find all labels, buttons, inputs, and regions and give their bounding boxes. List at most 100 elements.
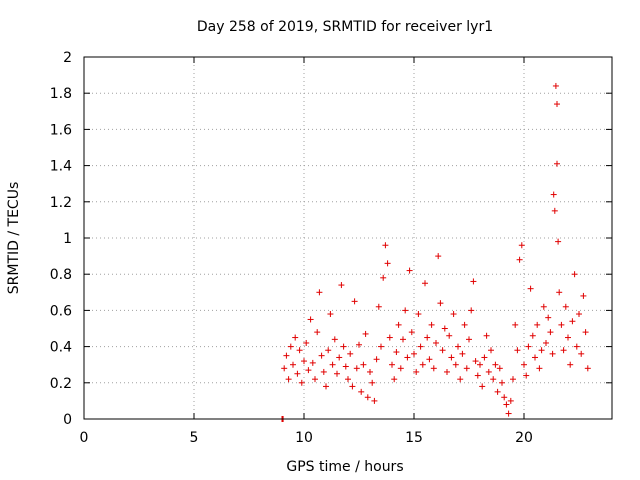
data-point bbox=[573, 343, 580, 350]
y-tick-label: 1.6 bbox=[50, 122, 72, 138]
data-point bbox=[540, 303, 547, 310]
data-point bbox=[351, 298, 358, 305]
data-point bbox=[287, 343, 294, 350]
data-point bbox=[380, 274, 387, 281]
data-point bbox=[400, 336, 406, 343]
data-point bbox=[367, 368, 373, 375]
data-point bbox=[382, 242, 389, 249]
data-point bbox=[536, 365, 543, 372]
data-point bbox=[470, 278, 477, 285]
data-point bbox=[505, 410, 512, 417]
data-point bbox=[547, 329, 554, 336]
data-point bbox=[448, 354, 455, 361]
data-point bbox=[507, 397, 514, 404]
data-point bbox=[516, 256, 523, 263]
data-point bbox=[378, 343, 384, 350]
data-point bbox=[514, 347, 521, 354]
data-point bbox=[424, 334, 431, 341]
x-tick-label: 10 bbox=[295, 430, 313, 446]
data-point bbox=[466, 336, 472, 343]
data-point bbox=[393, 349, 400, 356]
data-point bbox=[402, 307, 409, 314]
data-point bbox=[503, 401, 510, 408]
data-point bbox=[347, 350, 354, 357]
data-point bbox=[441, 325, 448, 332]
data-point bbox=[552, 82, 559, 89]
data-point bbox=[439, 347, 446, 354]
data-point bbox=[336, 354, 343, 361]
data-point bbox=[389, 361, 395, 368]
data-point bbox=[404, 354, 411, 361]
y-tick-label: 1.8 bbox=[50, 86, 72, 102]
data-point bbox=[569, 318, 576, 325]
data-point bbox=[349, 383, 356, 390]
data-point bbox=[281, 365, 288, 372]
data-point bbox=[391, 376, 398, 383]
data-point bbox=[433, 339, 439, 346]
data-point bbox=[555, 238, 562, 245]
data-point bbox=[373, 356, 380, 363]
data-point bbox=[323, 383, 329, 390]
data-point bbox=[543, 339, 549, 346]
data-point bbox=[461, 321, 468, 328]
data-point bbox=[477, 361, 483, 368]
data-point bbox=[303, 339, 310, 346]
x-tick-label: 5 bbox=[190, 430, 199, 446]
data-point bbox=[446, 332, 453, 339]
y-tick-label: 0.6 bbox=[50, 303, 72, 319]
data-point bbox=[499, 379, 505, 386]
data-point bbox=[496, 365, 503, 372]
data-point bbox=[384, 260, 391, 267]
data-point bbox=[510, 376, 516, 383]
data-point bbox=[463, 365, 470, 372]
data-point bbox=[481, 354, 488, 361]
data-point bbox=[305, 367, 312, 374]
data-point bbox=[545, 314, 552, 321]
data-point bbox=[327, 311, 334, 318]
data-point bbox=[549, 350, 556, 357]
data-point bbox=[565, 334, 571, 341]
data-point bbox=[584, 365, 591, 372]
x-tick-label: 0 bbox=[80, 430, 89, 446]
data-point bbox=[556, 289, 563, 296]
data-point bbox=[371, 397, 378, 404]
data-point bbox=[314, 329, 321, 336]
data-point bbox=[532, 354, 538, 361]
data-point bbox=[290, 361, 296, 368]
data-point bbox=[301, 358, 307, 365]
data-point bbox=[397, 365, 404, 372]
data-point bbox=[320, 368, 327, 375]
data-point bbox=[534, 321, 541, 328]
data-point bbox=[479, 383, 486, 390]
data-point bbox=[521, 361, 527, 368]
data-point bbox=[294, 370, 301, 377]
data-point bbox=[331, 336, 338, 343]
data-point bbox=[329, 361, 336, 368]
data-point bbox=[580, 292, 587, 299]
data-point bbox=[411, 350, 417, 357]
data-point bbox=[485, 368, 492, 375]
data-point bbox=[309, 359, 316, 366]
y-tick-label: 1.2 bbox=[50, 195, 72, 211]
data-point bbox=[342, 363, 349, 370]
y-axis-label: SRMTID / TECUs bbox=[6, 182, 22, 295]
data-points bbox=[279, 82, 591, 422]
data-point bbox=[318, 352, 325, 359]
data-point bbox=[395, 321, 402, 328]
data-point bbox=[468, 307, 475, 314]
data-point bbox=[452, 361, 459, 368]
data-point bbox=[353, 365, 360, 372]
plot-frame bbox=[83, 56, 613, 420]
data-point bbox=[364, 394, 371, 401]
y-tick-label: 1 bbox=[63, 231, 72, 247]
data-point bbox=[408, 329, 415, 336]
data-point bbox=[285, 376, 292, 383]
data-point bbox=[459, 350, 466, 357]
data-point bbox=[554, 101, 560, 108]
data-point bbox=[292, 334, 299, 341]
data-point bbox=[494, 388, 501, 395]
data-point bbox=[430, 365, 437, 372]
grid bbox=[84, 57, 612, 419]
data-point bbox=[554, 160, 560, 167]
data-point bbox=[316, 289, 323, 296]
